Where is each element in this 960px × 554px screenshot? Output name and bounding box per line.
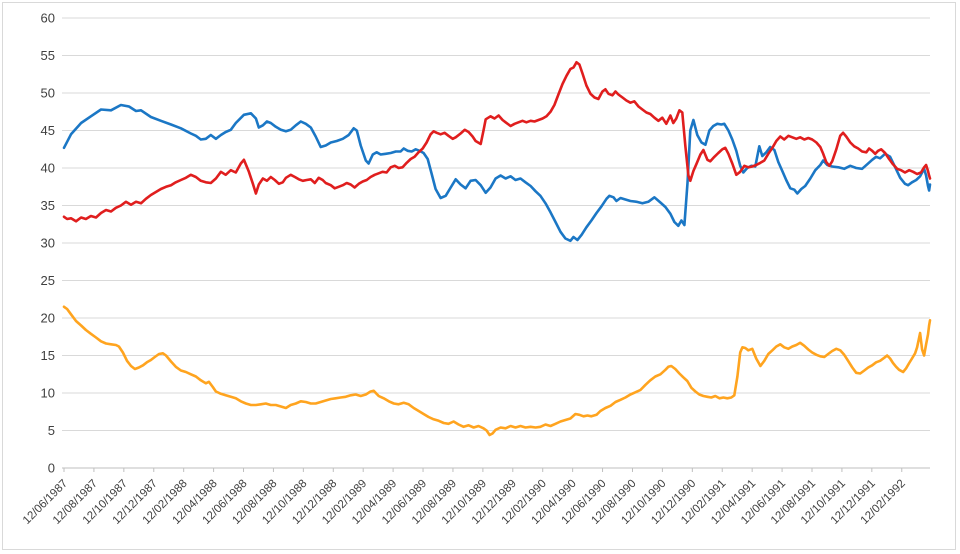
series-orange-line [62,305,932,437]
x-axis-labels: 12/06/198712/08/198712/10/198712/12/1987… [21,478,908,527]
y-tick-label: 30 [41,236,55,251]
y-tick-label: 15 [41,348,55,363]
y-tick-label: 20 [41,311,55,326]
y-tick-label: 35 [41,198,55,213]
y-tick-label: 0 [48,461,55,476]
series-red-line [62,60,932,223]
gridlines [62,17,930,469]
y-tick-label: 25 [41,273,55,288]
y-axis-labels: 0 5 10 15 20 25 30 35 40 45 50 55 60 [41,11,55,476]
y-tick-label: 50 [41,86,55,101]
series-blue-line [62,103,932,243]
y-tick-label: 40 [41,161,55,176]
chart-canvas: 0 5 10 15 20 25 30 35 40 45 50 55 60 12/06/198712/08/… [21,11,932,527]
y-tick-label: 45 [41,123,55,138]
y-tick-label: 5 [48,423,55,438]
y-tick-label: 60 [41,11,55,26]
y-tick-label: 10 [41,386,55,401]
y-tick-label: 55 [41,48,55,63]
x-axis-ticks [63,468,903,472]
